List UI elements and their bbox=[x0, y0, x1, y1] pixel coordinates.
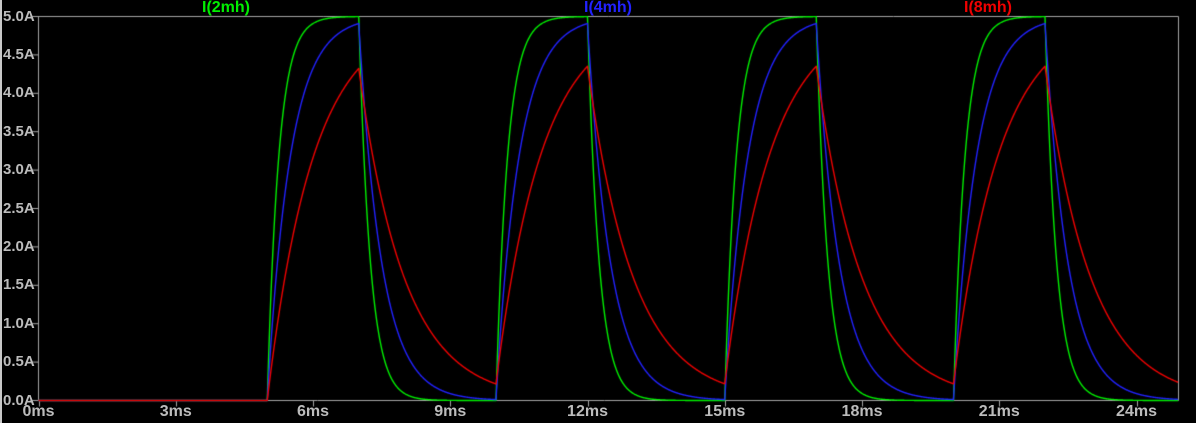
y-axis-tick-label: 0.5A bbox=[3, 353, 35, 371]
x-axis-tick-label: 0ms bbox=[22, 403, 55, 420]
y-axis-tick-label: 3.5A bbox=[3, 122, 35, 140]
x-axis-tick-label: 15ms bbox=[704, 403, 746, 420]
x-axis-tick-label: 12ms bbox=[567, 403, 608, 420]
legend-trace-blue[interactable]: I(4mh) bbox=[584, 0, 632, 16]
x-axis-tick-label: 24ms bbox=[1116, 403, 1157, 420]
y-axis-tick-label: 4.0A bbox=[3, 84, 35, 102]
y-axis-tick-label: 3.0A bbox=[3, 161, 35, 179]
y-axis-tick-label: 2.0A bbox=[3, 237, 35, 255]
y-axis-tick-label: 4.5A bbox=[3, 45, 35, 63]
x-axis-tick-label: 21ms bbox=[978, 403, 1020, 420]
x-axis-tick-label: 9ms bbox=[434, 403, 467, 420]
y-axis-tick-label: 5.0A bbox=[3, 7, 35, 25]
y-axis-tick-label: 1.5A bbox=[3, 276, 35, 294]
x-axis-tick-label: 3ms bbox=[159, 403, 192, 420]
y-axis-tick-label: 2.5A bbox=[3, 199, 35, 217]
y-axis-tick-label: 0.0A bbox=[3, 391, 35, 409]
x-axis-tick-label: 18ms bbox=[841, 403, 883, 420]
legend-trace-green[interactable]: I(2mh) bbox=[202, 0, 250, 16]
legend-trace-red[interactable]: I(8mh) bbox=[964, 0, 1012, 16]
x-axis-tick-label: 6ms bbox=[296, 403, 330, 420]
y-axis-tick-label: 1.0A bbox=[3, 314, 35, 332]
